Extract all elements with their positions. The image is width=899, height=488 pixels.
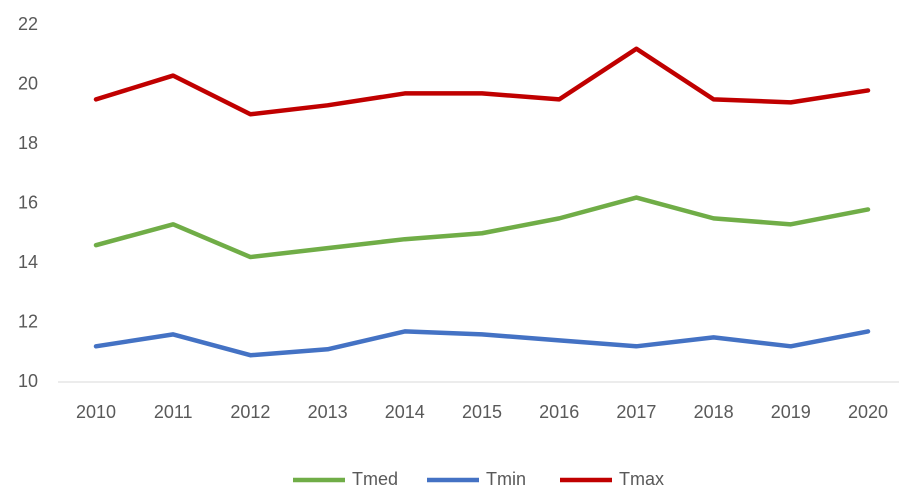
x-tick-label: 2011 xyxy=(154,402,193,422)
x-tick-label: 2020 xyxy=(848,402,888,422)
legend-label: Tmed xyxy=(352,469,398,488)
series-line xyxy=(93,195,871,260)
y-tick-label: 10 xyxy=(18,371,38,391)
series-line xyxy=(93,46,871,117)
series-line xyxy=(93,329,871,358)
y-tick-label: 20 xyxy=(18,73,38,93)
x-tick-label: 2016 xyxy=(539,402,579,422)
legend-label: Tmin xyxy=(486,469,526,488)
x-tick-label: 2013 xyxy=(308,402,348,422)
x-tick-label: 2012 xyxy=(230,402,270,422)
x-tick-label: 2018 xyxy=(694,402,734,422)
y-tick-label: 16 xyxy=(18,192,38,212)
y-tick-label: 12 xyxy=(18,311,38,331)
x-tick-label: 2010 xyxy=(76,402,116,422)
y-tick-label: 18 xyxy=(18,133,38,153)
x-tick-label: 2017 xyxy=(616,402,656,422)
legend-label: Tmax xyxy=(619,469,664,488)
y-tick-label: 22 xyxy=(18,14,38,34)
x-tick-label: 2015 xyxy=(462,402,502,422)
x-tick-label: 2014 xyxy=(385,402,425,422)
x-tick-label: 2019 xyxy=(771,402,811,422)
y-tick-label: 14 xyxy=(18,252,38,272)
